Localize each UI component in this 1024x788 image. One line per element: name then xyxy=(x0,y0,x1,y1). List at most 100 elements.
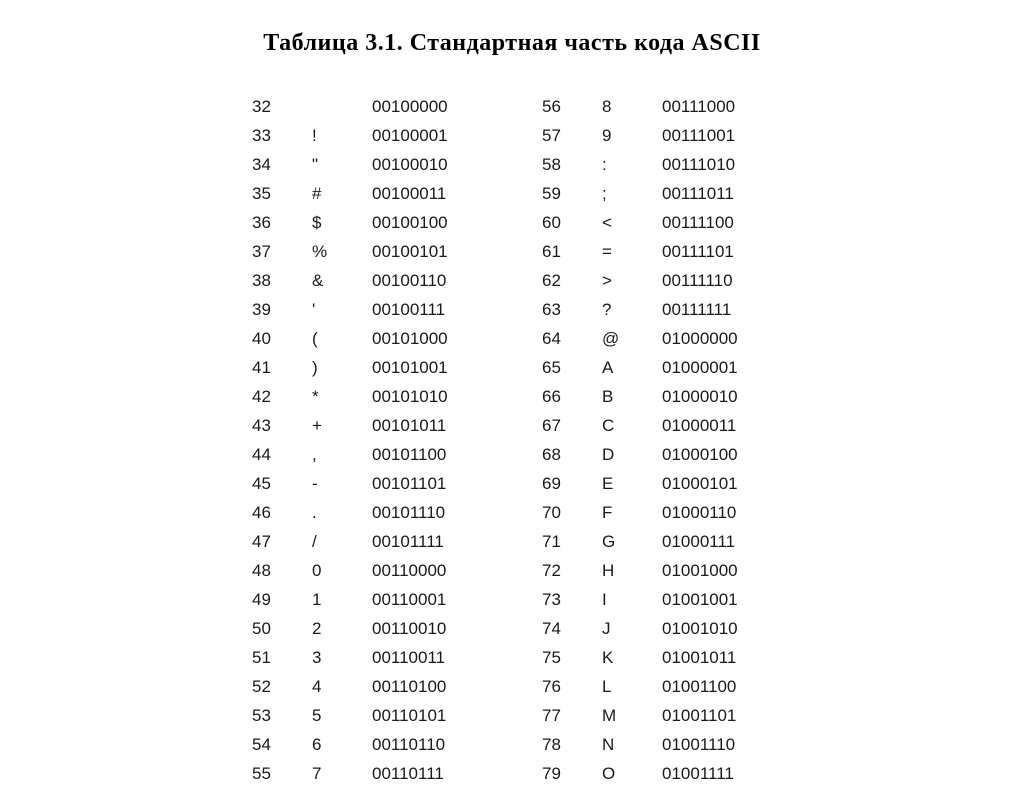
cell-code: 73 xyxy=(542,585,602,614)
cell-binary: 00101010 xyxy=(372,382,482,411)
cell-binary: 00100111 xyxy=(372,295,482,324)
cell-char: $ xyxy=(312,208,372,237)
table-row: 65A01000001 xyxy=(542,353,772,382)
cell-char: ? xyxy=(602,295,662,324)
cell-char: 6 xyxy=(312,730,372,759)
cell-binary: 00110000 xyxy=(372,556,482,585)
cell-code: 50 xyxy=(252,614,312,643)
cell-binary: 00101111 xyxy=(372,527,482,556)
cell-char: " xyxy=(312,150,372,179)
cell-binary: 00100100 xyxy=(372,208,482,237)
cell-char: 0 xyxy=(312,556,372,585)
cell-code: 54 xyxy=(252,730,312,759)
table-row: 55700110111 xyxy=(252,759,482,788)
cell-code: 74 xyxy=(542,614,602,643)
table-row: 67C01000011 xyxy=(542,411,772,440)
cell-binary: 00110010 xyxy=(372,614,482,643)
table-row: 53500110101 xyxy=(252,701,482,730)
cell-code: 44 xyxy=(252,440,312,469)
table-row: 77M01001101 xyxy=(542,701,772,730)
cell-code: 70 xyxy=(542,498,602,527)
cell-binary: 01000001 xyxy=(662,353,772,382)
cell-binary: 01001000 xyxy=(662,556,772,585)
table-row: 44,00101100 xyxy=(252,440,482,469)
cell-code: 75 xyxy=(542,643,602,672)
cell-binary: 01001101 xyxy=(662,701,772,730)
cell-code: 58 xyxy=(542,150,602,179)
table-row: 51300110011 xyxy=(252,643,482,672)
cell-binary: 01001111 xyxy=(662,759,772,788)
cell-binary: 01001001 xyxy=(662,585,772,614)
cell-code: 65 xyxy=(542,353,602,382)
cell-char: 5 xyxy=(312,701,372,730)
cell-binary: 00101000 xyxy=(372,324,482,353)
cell-char: # xyxy=(312,179,372,208)
cell-binary: 01000111 xyxy=(662,527,772,556)
cell-code: 49 xyxy=(252,585,312,614)
cell-char: G xyxy=(602,527,662,556)
cell-char: : xyxy=(602,150,662,179)
table-row: 48000110000 xyxy=(252,556,482,585)
cell-char: D xyxy=(602,440,662,469)
table-row: 34"00100010 xyxy=(252,150,482,179)
table-row: 66B01000010 xyxy=(542,382,772,411)
cell-code: 63 xyxy=(542,295,602,324)
cell-binary: 01000000 xyxy=(662,324,772,353)
cell-code: 36 xyxy=(252,208,312,237)
table-row: 57900111001 xyxy=(542,121,772,150)
cell-code: 48 xyxy=(252,556,312,585)
table-row: 40(00101000 xyxy=(252,324,482,353)
cell-binary: 01000110 xyxy=(662,498,772,527)
cell-binary: 00101001 xyxy=(372,353,482,382)
cell-char xyxy=(312,92,372,121)
table-row: 76L01001100 xyxy=(542,672,772,701)
cell-char: 8 xyxy=(602,92,662,121)
table-row: 35#00100011 xyxy=(252,179,482,208)
cell-binary: 01000101 xyxy=(662,469,772,498)
cell-char: F xyxy=(602,498,662,527)
cell-code: 64 xyxy=(542,324,602,353)
cell-code: 37 xyxy=(252,237,312,266)
table-row: 60<00111100 xyxy=(542,208,772,237)
cell-binary: 01001010 xyxy=(662,614,772,643)
cell-code: 68 xyxy=(542,440,602,469)
cell-code: 62 xyxy=(542,266,602,295)
cell-binary: 01001011 xyxy=(662,643,772,672)
cell-code: 34 xyxy=(252,150,312,179)
page-title: Таблица 3.1. Стандартная часть кода ASCI… xyxy=(0,30,1024,57)
cell-code: 71 xyxy=(542,527,602,556)
table-row: 62>00111110 xyxy=(542,266,772,295)
table-row: 42*00101010 xyxy=(252,382,482,411)
cell-char: % xyxy=(312,237,372,266)
cell-binary: 00100000 xyxy=(372,92,482,121)
cell-code: 35 xyxy=(252,179,312,208)
cell-char: = xyxy=(602,237,662,266)
table-row: 59;00111011 xyxy=(542,179,772,208)
cell-char: ! xyxy=(312,121,372,150)
table-row: 69E01000101 xyxy=(542,469,772,498)
cell-char: A xyxy=(602,353,662,382)
table-row: 64@01000000 xyxy=(542,324,772,353)
table-row: 47/00101111 xyxy=(252,527,482,556)
cell-char: , xyxy=(312,440,372,469)
cell-code: 61 xyxy=(542,237,602,266)
cell-binary: 00110011 xyxy=(372,643,482,672)
cell-char: J xyxy=(602,614,662,643)
table-row: 50200110010 xyxy=(252,614,482,643)
cell-binary: 00110101 xyxy=(372,701,482,730)
cell-binary: 00111110 xyxy=(662,266,772,295)
cell-binary: 01001100 xyxy=(662,672,772,701)
table-row: 58:00111010 xyxy=(542,150,772,179)
cell-code: 60 xyxy=(542,208,602,237)
cell-char: L xyxy=(602,672,662,701)
cell-binary: 00110100 xyxy=(372,672,482,701)
cell-char: M xyxy=(602,701,662,730)
cell-code: 72 xyxy=(542,556,602,585)
table-row: 33!00100001 xyxy=(252,121,482,150)
cell-char: 2 xyxy=(312,614,372,643)
table-row: 46.00101110 xyxy=(252,498,482,527)
cell-binary: 00100110 xyxy=(372,266,482,295)
cell-char: * xyxy=(312,382,372,411)
cell-code: 45 xyxy=(252,469,312,498)
cell-binary: 01000100 xyxy=(662,440,772,469)
